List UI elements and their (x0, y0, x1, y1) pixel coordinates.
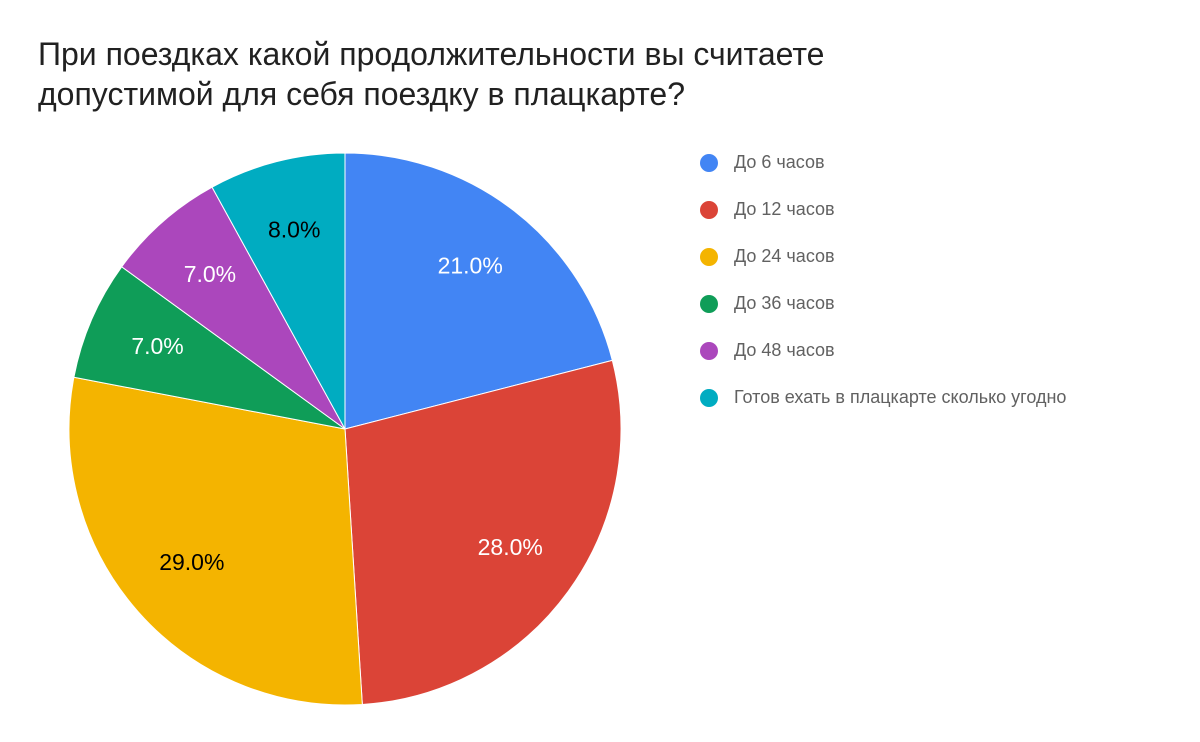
slice-label: 21.0% (438, 253, 503, 279)
legend-marker-icon (700, 341, 718, 360)
slice-label: 28.0% (478, 534, 543, 560)
slice-label: 29.0% (159, 549, 224, 575)
legend-item-3: До 36 часов (700, 293, 1066, 314)
legend-marker-icon (700, 294, 718, 313)
legend-marker-icon (700, 388, 718, 407)
legend-item-2: До 24 часов (700, 246, 1066, 267)
legend-item-4: До 48 часов (700, 340, 1066, 361)
legend-marker-icon (700, 247, 718, 266)
pie-slice-0 (344, 152, 613, 430)
pie-slice-3 (73, 266, 346, 430)
legend-marker-icon (700, 153, 718, 172)
slice-label: 7.0% (131, 333, 183, 359)
pie-slice-1 (344, 359, 622, 705)
legend-item-0: До 6 часов (700, 152, 1066, 173)
legend-label: До 36 часов (734, 293, 835, 313)
legend-label: До 48 часов (734, 340, 835, 360)
chart-title: При поездках какой продолжительности вы … (38, 36, 825, 112)
legend: До 6 часов До 12 часов До 24 часов До 36 ча… (700, 152, 1066, 408)
pie-slice-5 (211, 152, 346, 430)
slice-label: 8.0% (268, 216, 320, 242)
legend-item-5: Готов ехать в плацкарте сколько угодно (700, 387, 1066, 408)
pie-slice-2 (68, 376, 363, 706)
legend-label: До 6 часов (734, 152, 825, 172)
legend-label: До 12 часов (734, 199, 835, 219)
legend-label: Готов ехать в плацкарте сколько угодно (734, 387, 1067, 407)
legend-label: До 24 часов (734, 246, 835, 266)
pie-slice-4 (121, 186, 346, 430)
slice-label: 7.0% (184, 261, 236, 287)
legend-item-1: До 12 часов (700, 199, 1066, 220)
legend-marker-icon (700, 200, 718, 219)
